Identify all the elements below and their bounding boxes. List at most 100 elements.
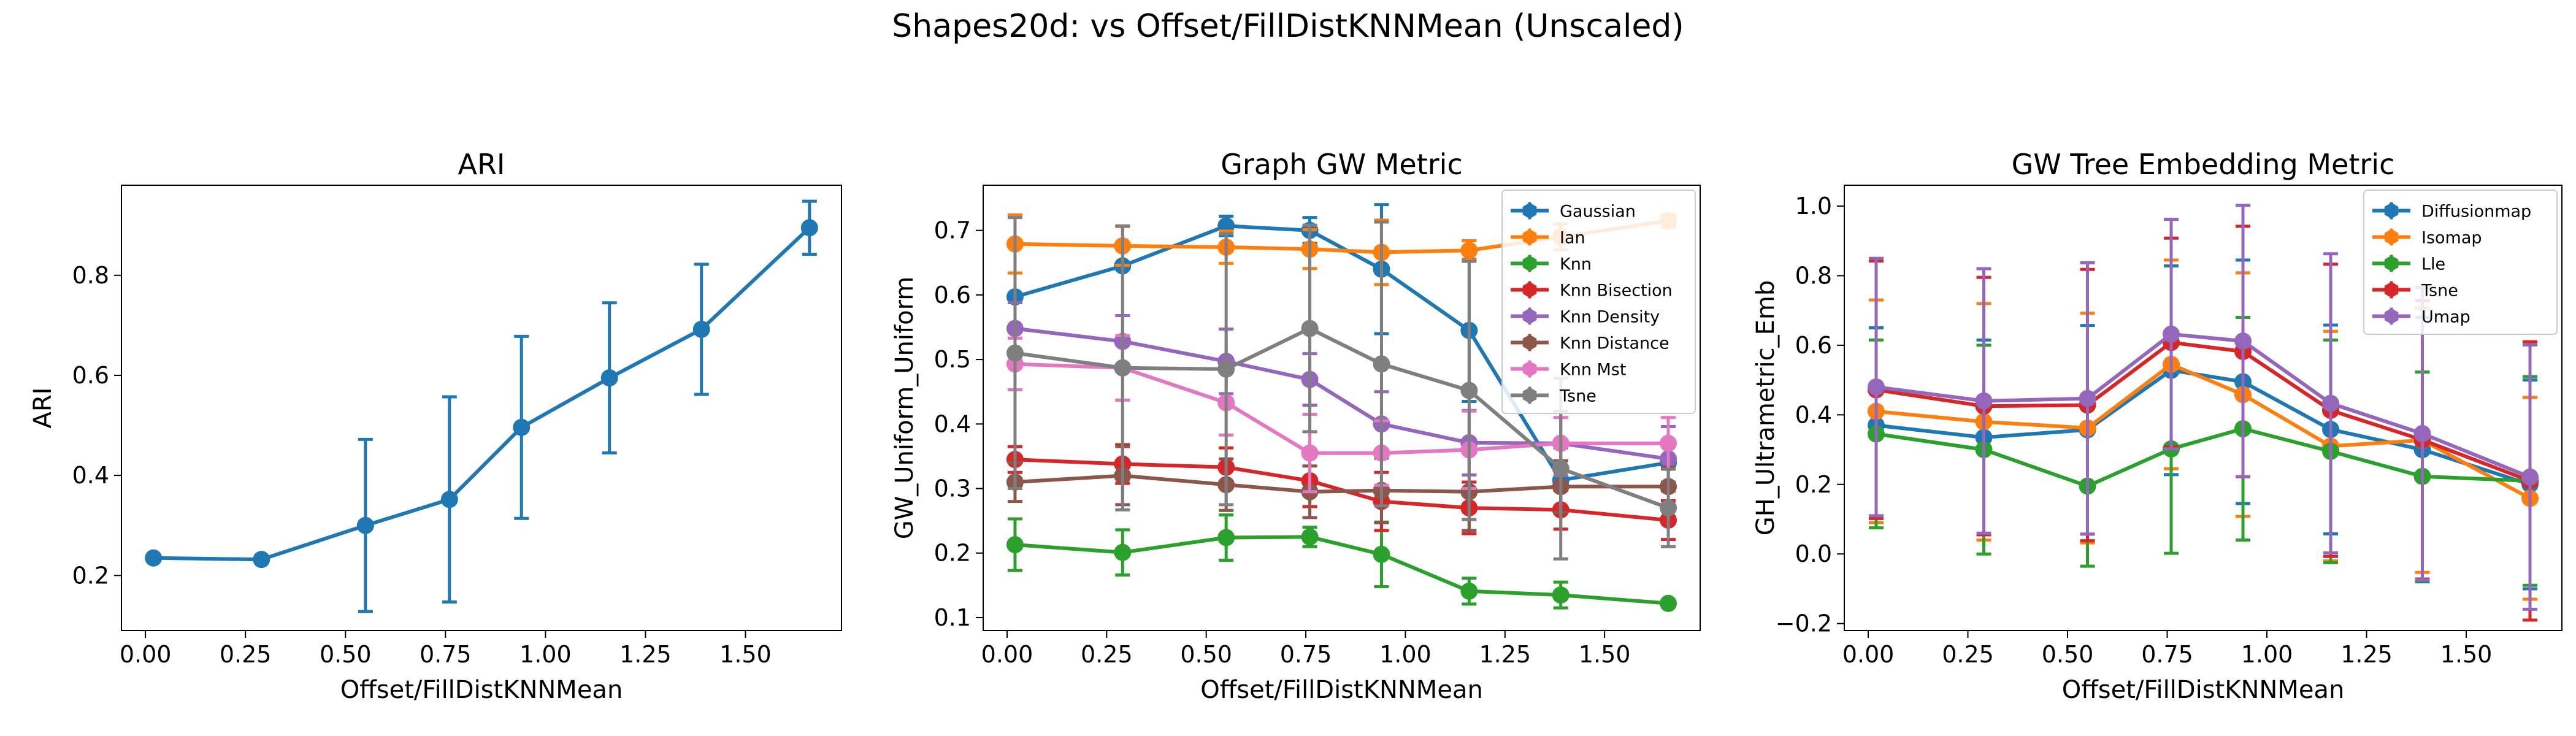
series-line [1014,535,1669,605]
axes-frame [983,185,1701,631]
y-tick-label: 0.5 [934,346,971,373]
legend-label: Knn Distance [1560,334,1669,353]
data-point [1373,355,1390,373]
subplot-title: GW Tree Embedding Metric [2012,148,2395,181]
data-point [2163,325,2180,343]
x-tick-label: 0.00 [1842,641,1895,668]
series-line [1876,368,2531,486]
y-tick-label: 0.6 [934,282,971,309]
legend-marker [2384,202,2399,219]
y-tick-label: 0.2 [1795,471,1832,498]
legend-label: Diffusionmap [2421,202,2531,221]
y-tick-label: 0.0 [1795,540,1832,567]
x-axis-label: Offset/FillDistKNNMean [1200,676,1483,704]
legend-marker [1522,282,1537,298]
x-axis-label: Offset/FillDistKNNMean [2062,676,2345,704]
x-tick-label: 0.50 [320,641,372,668]
x-tick-label: 1.50 [719,641,772,668]
data-point [1217,529,1235,546]
data-point [1114,543,1132,561]
subplot-1: ARI 0.00 0.25 0.50 0.75 1.00 1.25 1.50 0.2 0.4 0.6… [29,148,842,704]
legend-item: Umap [2372,307,2471,327]
legend-marker [2384,229,2399,245]
data-point [1006,344,1024,362]
data-point [2521,468,2539,486]
x-tick-label: 0.75 [420,641,472,668]
x-tick-label: 0.25 [1081,641,1133,668]
legend: Gaussian Ian Knn Knn Bisection Knn Density Kn… [1501,190,1696,414]
y-tick-label: 0.4 [72,462,109,489]
data-point [1460,242,1478,259]
y-axis-label: GW_Uniform_Uniform [891,277,919,540]
y-tick-label: 1.0 [1795,193,1832,220]
data-point [356,516,374,534]
x-tick-label: 0.75 [1280,641,1332,668]
y-tick-label: 0.6 [72,362,109,389]
legend-item: Isomap [2372,228,2482,248]
legend: Diffusionmap Isomap Lle Tsne Umap [2363,190,2558,335]
data-point [1301,528,1319,546]
data-point [1868,378,1885,396]
x-tick-label: 0.25 [220,641,272,668]
data-point [1552,459,1570,477]
y-tick-label: 0.4 [1795,401,1832,428]
series-1 [145,199,818,613]
legend-item: Gaussian [1511,202,1636,221]
x-axis-label: Offset/FillDistKNNMean [340,676,623,704]
data-point [1301,444,1319,462]
subplot-3: GW Tree Embedding Metric 0.00 0.25 0.50 0.75… [1752,148,2563,704]
y-tick-label: 0.8 [1795,262,1832,289]
legend-item: Knn Bisection [1511,281,1673,301]
data-point [800,219,818,237]
subplot-2: Graph GW Metric 0.00 0.25 0.50 0.75 1.00 1.25 1… [891,148,1701,704]
legend-marker [2384,308,2399,324]
series-line [1876,340,2531,483]
data-point [1460,582,1478,600]
y-axis-label: GH_Ultrametric_Emb [1752,280,1780,536]
y-tick-label: 0.8 [72,262,109,289]
data-point [692,320,710,338]
data-point [1114,359,1132,377]
legend-item: Ian [1511,228,1585,248]
data-point [1660,594,1677,612]
subplots: ARI 0.00 0.25 0.50 0.75 1.00 1.25 1.50 0.2 0.4 0.6… [29,148,2563,704]
legend-item: Knn Distance [1511,334,1669,353]
data-point [1217,360,1235,378]
legend-box [1501,190,1696,414]
x-tick-label: 0.75 [2141,641,2193,668]
axes-frame [1844,185,2563,631]
legend-marker [1522,202,1537,219]
data-point [1660,434,1677,452]
legend-item: Lle [2372,255,2445,274]
x-tick-label: 1.50 [2440,641,2493,668]
y-tick-label: 0.2 [72,562,109,589]
data-point [513,418,531,436]
legend-label: Knn [1560,255,1592,274]
data-point [1373,545,1390,563]
data-point [145,549,163,567]
legend-label: Tsne [1559,387,1597,406]
legend-label: Knn Mst [1560,361,1626,380]
series-umap [1868,204,2539,611]
data-point [253,551,270,569]
legend-marker [1522,308,1537,324]
x-tick-label: 1.00 [1379,641,1432,668]
legend-item: Diffusionmap [2372,202,2531,221]
legend-item: Knn Density [1511,307,1660,327]
axes-frame [121,185,842,631]
legend-label: Gaussian [1560,202,1636,221]
legend-marker [1522,255,1537,272]
data-point [1975,392,1993,410]
x-tick-label: 1.25 [1479,641,1531,668]
data-point [1301,320,1319,337]
legend-label: Umap [2421,308,2471,327]
series-line [153,226,811,562]
y-tick-label: 0.3 [934,475,971,502]
legend-label: Ian [1560,229,1585,248]
x-tick-label: 1.50 [1579,641,1631,668]
figure-suptitle: Shapes20d: vs Offset/FillDistKNNMean (Un… [892,8,1684,45]
x-tick-label: 1.25 [2340,641,2393,668]
legend-marker [1522,361,1537,377]
data-point [600,369,618,387]
